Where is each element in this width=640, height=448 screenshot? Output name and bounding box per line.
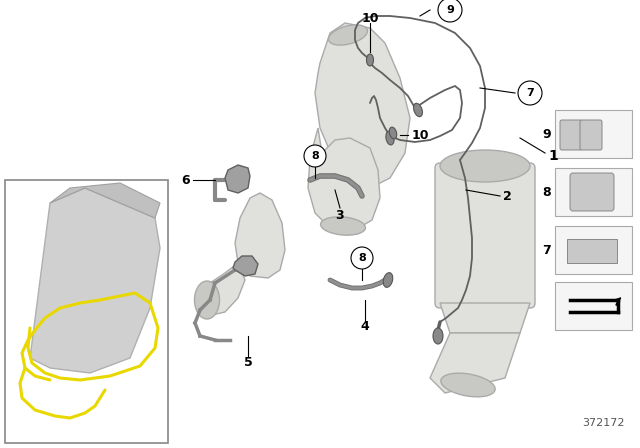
Ellipse shape bbox=[413, 103, 422, 117]
FancyBboxPatch shape bbox=[580, 120, 602, 150]
Text: 372172: 372172 bbox=[582, 418, 625, 428]
Ellipse shape bbox=[440, 150, 530, 182]
Polygon shape bbox=[430, 333, 520, 393]
Bar bbox=[555, 226, 632, 274]
FancyBboxPatch shape bbox=[560, 120, 582, 150]
Text: 10: 10 bbox=[412, 129, 429, 142]
Ellipse shape bbox=[321, 217, 365, 235]
Circle shape bbox=[351, 247, 373, 269]
Text: 8: 8 bbox=[358, 253, 366, 263]
Bar bbox=[555, 110, 632, 158]
Text: 4: 4 bbox=[360, 319, 369, 332]
Bar bbox=[5, 180, 168, 443]
Circle shape bbox=[438, 0, 462, 22]
Polygon shape bbox=[30, 188, 160, 373]
Ellipse shape bbox=[433, 328, 443, 344]
Polygon shape bbox=[195, 263, 245, 315]
Ellipse shape bbox=[389, 127, 397, 139]
Text: 8: 8 bbox=[311, 151, 319, 161]
Circle shape bbox=[304, 145, 326, 167]
Polygon shape bbox=[235, 193, 285, 278]
Ellipse shape bbox=[195, 281, 220, 319]
Bar bbox=[567, 239, 617, 263]
Text: 7: 7 bbox=[526, 88, 534, 98]
Text: 8: 8 bbox=[542, 185, 551, 198]
Polygon shape bbox=[233, 256, 258, 276]
Polygon shape bbox=[50, 183, 160, 218]
Ellipse shape bbox=[367, 54, 374, 66]
Text: 2: 2 bbox=[503, 190, 512, 202]
Bar bbox=[555, 168, 632, 216]
Bar bbox=[555, 282, 632, 330]
Polygon shape bbox=[308, 128, 380, 230]
Text: 9: 9 bbox=[542, 128, 551, 141]
Circle shape bbox=[518, 81, 542, 105]
Text: 1: 1 bbox=[548, 149, 557, 163]
Text: 6: 6 bbox=[181, 173, 190, 186]
Ellipse shape bbox=[328, 25, 367, 45]
Text: 10: 10 bbox=[361, 12, 379, 25]
Text: 7: 7 bbox=[542, 244, 551, 257]
Polygon shape bbox=[440, 303, 530, 333]
Ellipse shape bbox=[441, 373, 495, 397]
Polygon shape bbox=[225, 165, 250, 193]
Text: 3: 3 bbox=[336, 208, 344, 221]
Text: 9: 9 bbox=[446, 5, 454, 15]
Text: 5: 5 bbox=[244, 357, 252, 370]
Polygon shape bbox=[315, 23, 410, 188]
Ellipse shape bbox=[383, 273, 393, 287]
Ellipse shape bbox=[386, 131, 394, 145]
FancyBboxPatch shape bbox=[570, 173, 614, 211]
FancyBboxPatch shape bbox=[435, 163, 535, 308]
